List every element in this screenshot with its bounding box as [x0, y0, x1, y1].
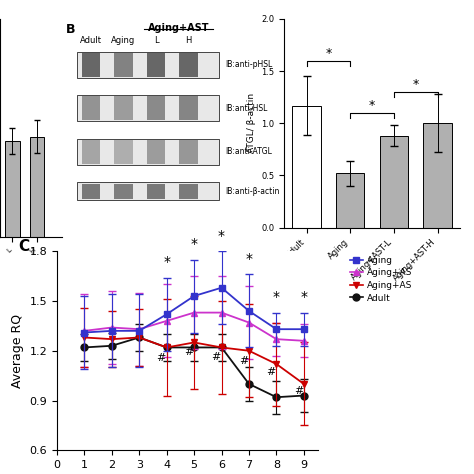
Bar — [292, 106, 321, 228]
Bar — [180, 96, 198, 120]
Text: IB:anti-ATGL: IB:anti-ATGL — [225, 147, 272, 156]
Bar — [380, 136, 408, 228]
Bar — [114, 140, 133, 164]
Bar — [114, 96, 133, 120]
Bar — [29, 137, 45, 237]
Text: Adult: Adult — [80, 36, 102, 46]
Text: #: # — [211, 352, 221, 363]
Bar — [5, 141, 20, 237]
Bar — [76, 182, 219, 200]
Bar — [147, 183, 165, 199]
Text: Aging: Aging — [111, 36, 136, 46]
Bar — [180, 140, 198, 164]
Text: B: B — [66, 23, 76, 36]
Bar — [76, 52, 219, 78]
Text: *: * — [413, 78, 419, 91]
Text: IB:anti-β-actin: IB:anti-β-actin — [225, 187, 280, 196]
Bar — [180, 183, 198, 199]
Text: #: # — [294, 385, 303, 395]
Text: *: * — [191, 237, 198, 251]
Bar — [82, 53, 100, 77]
Bar — [336, 173, 365, 228]
Bar — [147, 140, 165, 164]
Bar — [114, 183, 133, 199]
Text: IB:anti-HSL: IB:anti-HSL — [225, 104, 268, 113]
Text: C: C — [18, 239, 29, 254]
Bar — [147, 96, 165, 120]
Y-axis label: Average RQ: Average RQ — [11, 314, 24, 388]
Text: #: # — [156, 353, 166, 363]
Legend: Aging, Aging+AS, Aging+AS, Adult: Aging, Aging+AS, Aging+AS, Adult — [350, 256, 412, 302]
Text: IB:anti-pHSL: IB:anti-pHSL — [225, 60, 273, 69]
Bar — [180, 53, 198, 77]
Bar — [114, 53, 133, 77]
Y-axis label: ATGL/ β-actin: ATGL/ β-actin — [247, 93, 256, 153]
Text: *: * — [301, 290, 307, 304]
Bar — [82, 96, 100, 120]
Text: *: * — [325, 46, 331, 60]
Text: *: * — [246, 252, 253, 266]
Text: H: H — [185, 36, 192, 46]
Bar — [82, 183, 100, 199]
Text: #: # — [184, 347, 193, 357]
Bar — [76, 139, 219, 165]
Text: #: # — [239, 356, 248, 366]
Bar — [147, 53, 165, 77]
Text: *: * — [218, 229, 225, 243]
Text: #: # — [266, 367, 275, 377]
Text: *: * — [163, 255, 170, 269]
Text: Aging+AST: Aging+AST — [148, 23, 209, 33]
Bar — [423, 123, 452, 228]
Text: L: L — [154, 36, 158, 46]
Bar — [76, 95, 219, 121]
Bar — [82, 140, 100, 164]
Text: *: * — [369, 99, 375, 112]
Text: *: * — [273, 290, 280, 304]
